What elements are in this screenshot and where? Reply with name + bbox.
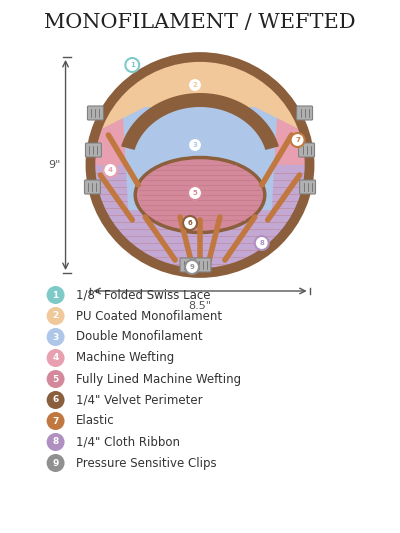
- FancyBboxPatch shape: [84, 180, 100, 194]
- Polygon shape: [121, 93, 279, 150]
- Text: 3: 3: [52, 333, 59, 342]
- Text: 5: 5: [52, 375, 59, 384]
- Polygon shape: [96, 57, 304, 132]
- Text: 7: 7: [295, 137, 300, 143]
- Circle shape: [47, 349, 64, 367]
- Text: Elastic: Elastic: [76, 415, 114, 427]
- Circle shape: [47, 286, 64, 304]
- Ellipse shape: [135, 157, 265, 232]
- Text: 5: 5: [193, 190, 197, 196]
- Circle shape: [103, 163, 117, 177]
- Text: 2: 2: [193, 82, 197, 88]
- Text: 1/4" Velvet Perimeter: 1/4" Velvet Perimeter: [76, 393, 202, 407]
- Polygon shape: [122, 105, 278, 210]
- Text: Machine Wefting: Machine Wefting: [76, 351, 174, 365]
- Text: 6: 6: [52, 395, 59, 405]
- Circle shape: [47, 412, 64, 430]
- Circle shape: [47, 328, 64, 346]
- Text: 1: 1: [52, 290, 59, 300]
- Text: 4: 4: [108, 167, 113, 173]
- FancyBboxPatch shape: [88, 106, 103, 120]
- Text: 6: 6: [188, 220, 192, 226]
- Circle shape: [183, 216, 197, 230]
- FancyBboxPatch shape: [300, 180, 316, 194]
- Text: 9: 9: [190, 264, 194, 270]
- Text: Double Monofilament: Double Monofilament: [76, 330, 202, 343]
- Text: 8: 8: [259, 240, 264, 246]
- Text: 3: 3: [192, 142, 198, 148]
- Circle shape: [255, 236, 269, 250]
- FancyBboxPatch shape: [180, 258, 196, 272]
- Circle shape: [47, 454, 64, 472]
- Text: 1/8" Folded Swiss Lace: 1/8" Folded Swiss Lace: [76, 288, 210, 302]
- Circle shape: [188, 186, 202, 200]
- Text: MONOFILAMENT / WEFTED: MONOFILAMENT / WEFTED: [44, 12, 356, 31]
- Text: 1: 1: [130, 62, 135, 68]
- FancyBboxPatch shape: [86, 143, 102, 157]
- Text: 7: 7: [52, 416, 59, 425]
- Circle shape: [47, 307, 64, 325]
- Text: 4: 4: [52, 353, 59, 362]
- Circle shape: [185, 260, 199, 274]
- Text: Fully Lined Machine Wefting: Fully Lined Machine Wefting: [76, 373, 241, 385]
- Text: 8.5": 8.5": [188, 301, 212, 311]
- FancyBboxPatch shape: [195, 258, 211, 272]
- Text: 9: 9: [52, 458, 59, 467]
- Circle shape: [125, 58, 139, 72]
- Circle shape: [47, 370, 64, 388]
- Text: 8: 8: [52, 438, 59, 447]
- Text: 9": 9": [48, 160, 60, 170]
- FancyBboxPatch shape: [298, 143, 314, 157]
- Text: PU Coated Monofilament: PU Coated Monofilament: [76, 310, 222, 322]
- Circle shape: [47, 391, 64, 409]
- Circle shape: [188, 138, 202, 152]
- Circle shape: [188, 78, 202, 92]
- Ellipse shape: [90, 57, 310, 273]
- Circle shape: [291, 133, 304, 147]
- Text: 1/4" Cloth Ribbon: 1/4" Cloth Ribbon: [76, 435, 180, 448]
- FancyBboxPatch shape: [297, 106, 312, 120]
- Text: Pressure Sensitive Clips: Pressure Sensitive Clips: [76, 456, 216, 470]
- Text: 2: 2: [52, 311, 59, 320]
- Polygon shape: [90, 57, 310, 165]
- Circle shape: [47, 433, 64, 451]
